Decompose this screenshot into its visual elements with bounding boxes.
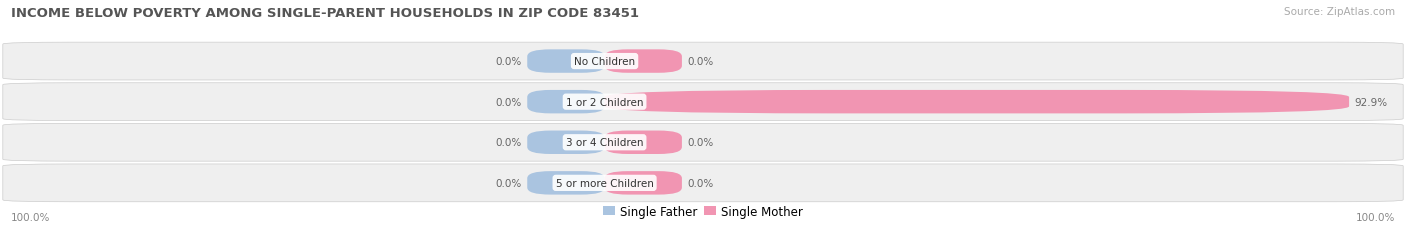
Text: 0.0%: 0.0%	[495, 178, 522, 188]
Text: No Children: No Children	[574, 57, 636, 67]
Text: 100.0%: 100.0%	[1355, 213, 1395, 222]
FancyBboxPatch shape	[605, 171, 682, 195]
FancyBboxPatch shape	[605, 50, 682, 73]
Text: 0.0%: 0.0%	[688, 178, 714, 188]
Text: 100.0%: 100.0%	[11, 213, 51, 222]
Text: 0.0%: 0.0%	[495, 57, 522, 67]
FancyBboxPatch shape	[605, 131, 682, 154]
Text: 0.0%: 0.0%	[495, 97, 522, 107]
FancyBboxPatch shape	[3, 43, 1403, 81]
Legend: Single Father, Single Mother: Single Father, Single Mother	[599, 201, 807, 223]
Text: 1 or 2 Children: 1 or 2 Children	[565, 97, 644, 107]
Text: Source: ZipAtlas.com: Source: ZipAtlas.com	[1284, 7, 1395, 17]
FancyBboxPatch shape	[3, 164, 1403, 202]
Text: INCOME BELOW POVERTY AMONG SINGLE-PARENT HOUSEHOLDS IN ZIP CODE 83451: INCOME BELOW POVERTY AMONG SINGLE-PARENT…	[11, 7, 640, 20]
Text: 92.9%: 92.9%	[1355, 97, 1388, 107]
Text: 3 or 4 Children: 3 or 4 Children	[565, 138, 644, 148]
Text: 0.0%: 0.0%	[688, 57, 714, 67]
FancyBboxPatch shape	[527, 131, 605, 154]
Text: 0.0%: 0.0%	[688, 138, 714, 148]
FancyBboxPatch shape	[3, 124, 1403, 161]
FancyBboxPatch shape	[605, 91, 1350, 114]
FancyBboxPatch shape	[527, 171, 605, 195]
Text: 5 or more Children: 5 or more Children	[555, 178, 654, 188]
Text: 0.0%: 0.0%	[495, 138, 522, 148]
FancyBboxPatch shape	[3, 83, 1403, 121]
FancyBboxPatch shape	[527, 91, 605, 114]
FancyBboxPatch shape	[527, 50, 605, 73]
